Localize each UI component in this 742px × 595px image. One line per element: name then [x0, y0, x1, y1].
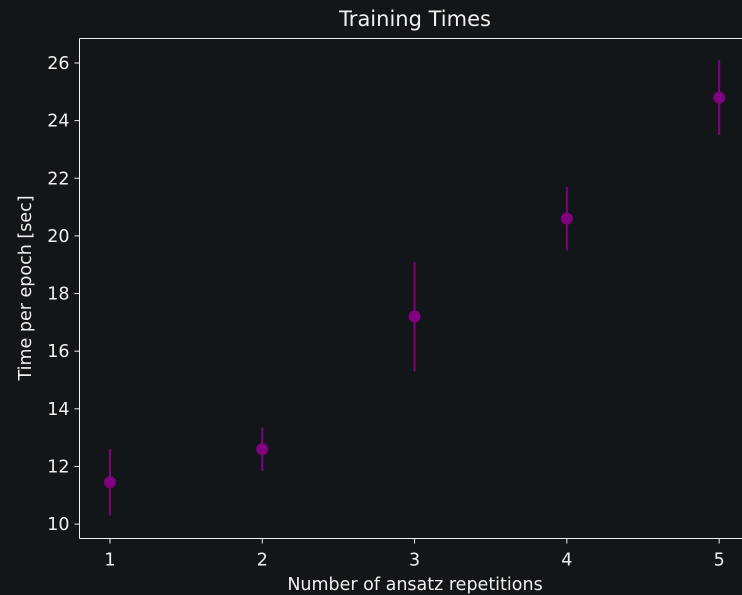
x-tick-label: 3 [409, 551, 420, 571]
plot-frame [79, 38, 742, 539]
y-tick-label: 18 [47, 285, 69, 305]
data-point [103, 476, 116, 489]
data-point [713, 91, 726, 104]
y-tick-label: 22 [47, 169, 69, 189]
x-tick-label: 5 [714, 551, 725, 571]
y-tick-label: 12 [47, 457, 69, 477]
y-tick-label: 20 [47, 227, 69, 247]
x-tick-label: 2 [257, 551, 268, 571]
x-axis-ticks: 1 2 3 4 5 [104, 538, 725, 571]
y-axis-ticks: 10 12 14 16 18 20 22 24 26 [47, 54, 80, 535]
y-tick-label: 26 [47, 54, 69, 74]
data-point [408, 310, 421, 323]
y-tick-label: 14 [47, 400, 69, 420]
x-tick-label: 1 [104, 551, 115, 571]
y-tick-label: 10 [47, 515, 69, 535]
x-tick-label: 4 [561, 551, 572, 571]
data-point [560, 212, 573, 225]
y-tick-label: 24 [47, 112, 69, 132]
y-axis-label: Time per epoch [sec] [16, 195, 36, 381]
x-axis-label: Number of ansatz repetitions [287, 575, 542, 595]
y-tick-label: 16 [47, 342, 69, 362]
chart-title: Training Times [338, 7, 491, 31]
data-points [103, 60, 726, 516]
data-point [256, 443, 269, 456]
